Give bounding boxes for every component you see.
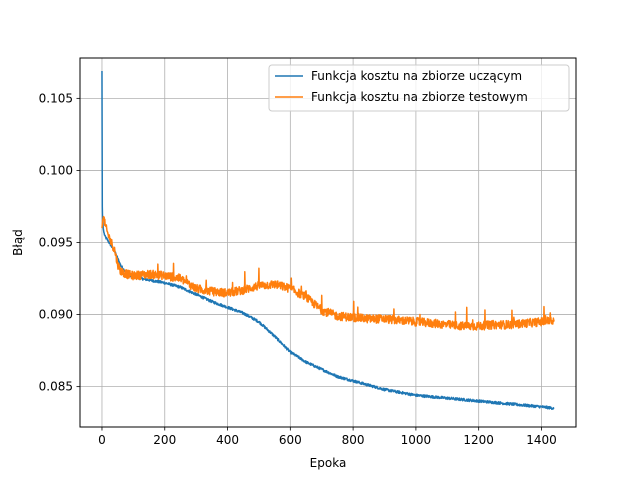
series-line-0 — [101, 70, 555, 411]
x-tick-label: 200 — [153, 433, 176, 447]
x-tick-label: 1400 — [526, 433, 557, 447]
x-axis-label: Epoka — [310, 456, 347, 470]
y-tick-label: 0.100 — [39, 163, 73, 177]
x-tick-label: 800 — [342, 433, 365, 447]
x-tick-label: 1000 — [401, 433, 432, 447]
y-tick-label: 0.085 — [39, 380, 73, 394]
legend: Funkcja kosztu na zbiorze uczącym Funkcja… — [268, 64, 570, 112]
legend-box — [268, 64, 570, 112]
x-tick-label: 1200 — [463, 433, 494, 447]
legend-label-1: Funkcja kosztu na zbiorze testowym — [311, 90, 528, 104]
y-axis-label: Błąd — [11, 229, 25, 256]
x-tick-label: 400 — [216, 433, 239, 447]
series-layer — [101, 70, 555, 411]
y-tick-label: 0.105 — [39, 91, 73, 105]
y-tick-label: 0.095 — [39, 236, 73, 250]
x-tick-label: 600 — [279, 433, 302, 447]
y-tick-label: 0.090 — [39, 308, 73, 322]
legend-label-0: Funkcja kosztu na zbiorze uczącym — [311, 69, 522, 83]
ticks: 0 200 400 600 800 1000 1200 1400 0.085 0.090 0.095… — [39, 91, 557, 447]
series-line-1 — [101, 215, 555, 331]
x-tick-label: 0 — [98, 433, 106, 447]
